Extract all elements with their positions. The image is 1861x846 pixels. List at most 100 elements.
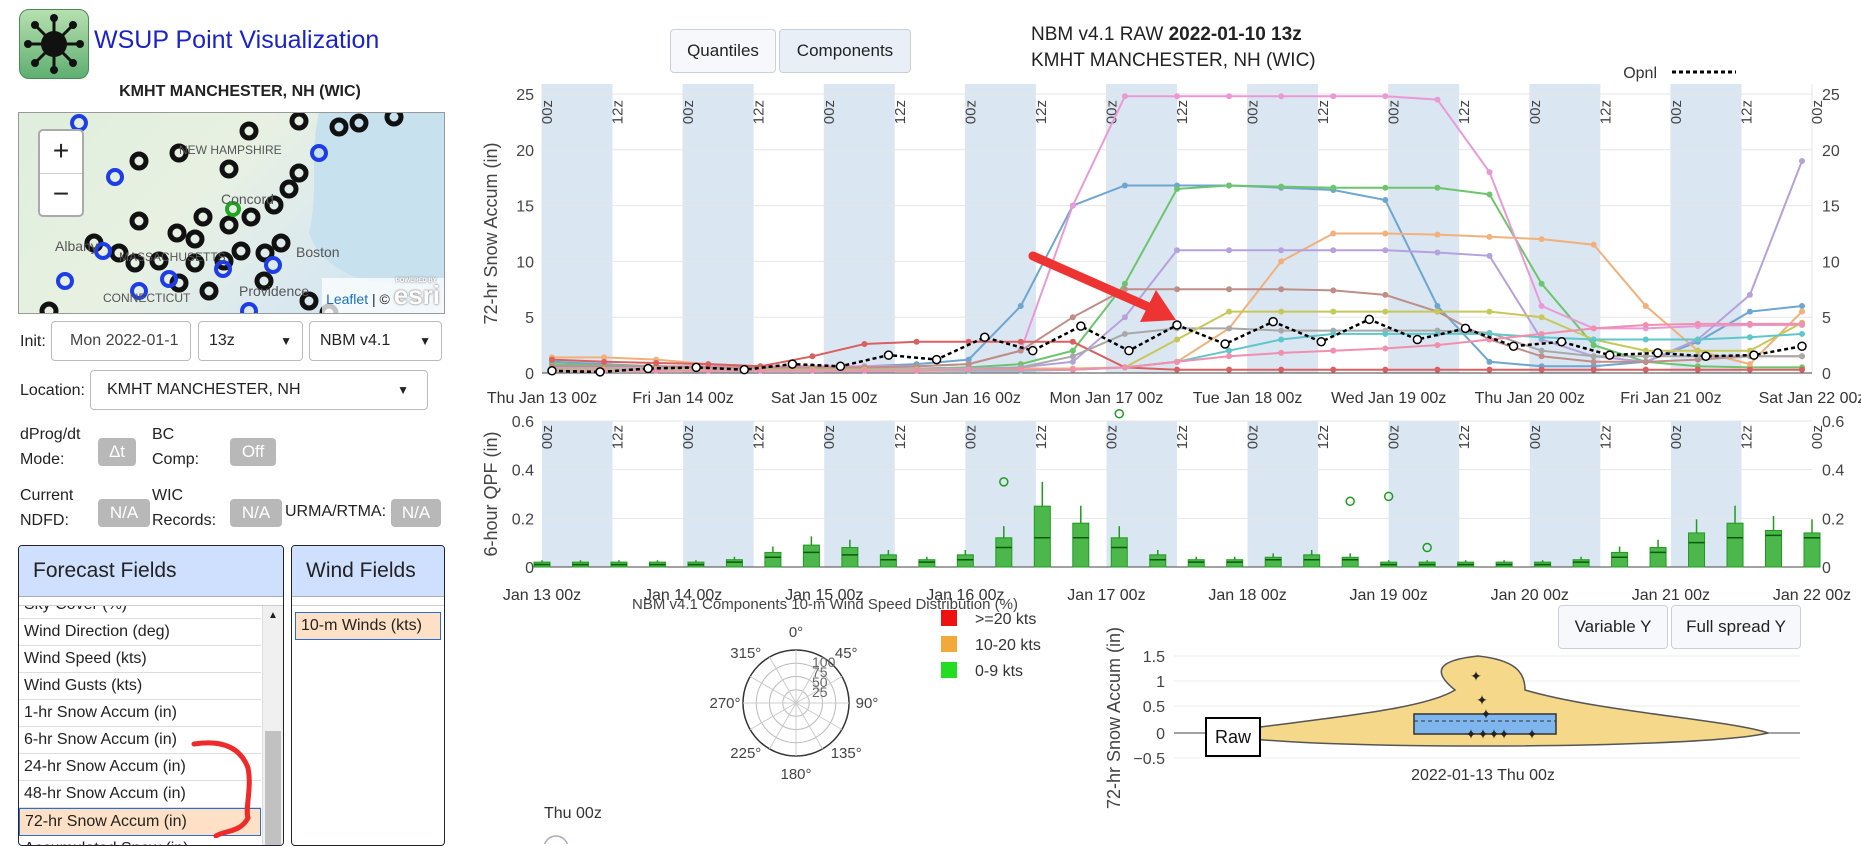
- band-label-12z: 12z: [1174, 425, 1191, 449]
- station-marker: [384, 113, 404, 127]
- box: [1110, 537, 1128, 568]
- forecast-field-item[interactable]: Wind Direction (deg): [19, 619, 261, 646]
- x-tick-label: Thu Jan 20 00z: [1475, 390, 1585, 407]
- forecast-field-item[interactable]: 1-hr Snow Accum (in): [19, 700, 261, 727]
- forecast-field-item[interactable]: 48-hr Snow Accum (in): [19, 781, 261, 808]
- list-scrollbar[interactable]: ▲: [262, 606, 283, 845]
- series-point: [1746, 320, 1753, 327]
- leaflet-link[interactable]: Leaflet: [326, 291, 369, 307]
- band-label-00z: 00z: [962, 100, 979, 124]
- forecast-fields-list[interactable]: Sky Cover (%)Wind Direction (deg)Wind Sp…: [19, 605, 283, 845]
- series-point: [1538, 353, 1545, 360]
- band-label-00z: 00z: [1668, 100, 1685, 124]
- station-marker: [271, 233, 291, 253]
- x-tick-label: Thu Jan 13 00z: [487, 390, 597, 407]
- band-label-12z: 12z: [1456, 100, 1473, 124]
- series-point: [809, 367, 816, 374]
- forecast-field-item[interactable]: Sky Cover (%): [19, 606, 261, 619]
- opnl-point: [547, 366, 557, 376]
- urma-toggle[interactable]: N/A: [391, 499, 441, 527]
- variable-y-button[interactable]: Variable Y: [1558, 605, 1668, 649]
- location-select[interactable]: KMHT MANCHESTER, NH ▼: [90, 370, 428, 410]
- ndfd-toggle[interactable]: N/A: [98, 499, 150, 527]
- series-point: [1174, 336, 1180, 343]
- forecast-field-item[interactable]: 6-hr Snow Accum (in): [19, 727, 261, 754]
- series-point: [1017, 347, 1024, 354]
- station-marker: [310, 144, 328, 162]
- y-tick-label-right: 0.2: [1822, 511, 1844, 528]
- plot-subtitle: KMHT MANCHESTER, NH (WIC): [1031, 50, 1316, 71]
- y-axis-label: 72-hr Snow Accum (in): [481, 142, 501, 324]
- station-marker: [56, 272, 74, 290]
- raw-label-box: [1205, 717, 1261, 757]
- zoom-in-button[interactable]: +: [52, 135, 70, 166]
- series-point: [1330, 308, 1337, 315]
- x-tick-label: Sun Jan 16 00z: [910, 390, 1021, 407]
- wic-toggle[interactable]: N/A: [230, 499, 282, 527]
- series-point: [601, 358, 608, 365]
- time-slider-handle[interactable]: [543, 835, 569, 844]
- band-label-00z: 00z: [1668, 425, 1685, 449]
- series-point: [1382, 330, 1389, 337]
- station-marker: [129, 211, 149, 231]
- chevron-down-icon: ▼: [419, 334, 431, 348]
- box: [1187, 559, 1205, 568]
- series-point: [1382, 291, 1389, 298]
- x-tick-label: 2022-01-13 Thu 00z: [1411, 767, 1555, 784]
- opnl-point: [1653, 348, 1663, 358]
- y-tick-label-right: 0: [1822, 560, 1831, 577]
- series-point: [1121, 280, 1128, 287]
- x-tick-label: Jan 13 00z: [503, 587, 581, 604]
- series-point: [965, 361, 972, 368]
- red-arrow-head: [1140, 290, 1176, 322]
- station-marker: [231, 241, 251, 261]
- band-label-12z: 12z: [1033, 425, 1050, 449]
- polar-angle-label: 315°: [730, 645, 761, 662]
- dprog-toggle[interactable]: Δt: [98, 438, 136, 466]
- day-band: [1388, 421, 1460, 567]
- series-point: [1330, 230, 1337, 237]
- station-marker: [125, 253, 145, 273]
- station-marker: [219, 215, 239, 235]
- station-marker: [214, 251, 234, 271]
- forecast-field-item[interactable]: 72-hr Snow Accum (in): [19, 808, 261, 836]
- scrollbar-thumb[interactable]: [265, 731, 281, 845]
- full-spread-y-button[interactable]: Full spread Y: [1671, 605, 1801, 649]
- series-point: [913, 367, 920, 374]
- violin-point: ✦: [1477, 726, 1489, 742]
- station-marker: [289, 113, 309, 131]
- forecast-field-item[interactable]: 24-hr Snow Accum (in): [19, 754, 261, 781]
- chevron-down-icon: ▼: [280, 334, 292, 348]
- opnl-point: [1701, 351, 1711, 362]
- scroll-up-icon[interactable]: ▲: [268, 610, 278, 621]
- init-hour-select[interactable]: 13z ▼: [198, 321, 303, 361]
- zoom-out-button[interactable]: −: [40, 173, 82, 216]
- forecast-field-item[interactable]: Wind Speed (kts): [19, 646, 261, 673]
- forecast-field-item[interactable]: Accumulated Snow (in): [19, 836, 261, 845]
- opnl-point: [1268, 316, 1278, 327]
- wind-field-item[interactable]: 10-m Winds (kts): [295, 612, 441, 640]
- series-point: [1121, 314, 1128, 321]
- band-label-00z: 00z: [1386, 425, 1403, 449]
- series-point: [1382, 308, 1389, 315]
- quantiles-button[interactable]: Quantiles: [670, 29, 776, 73]
- series-point: [1486, 330, 1493, 337]
- station-map[interactable]: NEW HAMPSHIRE Concord Albany MASSACHUSET…: [18, 112, 445, 314]
- series-point: [1382, 184, 1389, 191]
- y-tick-label: 15: [516, 199, 534, 216]
- band-label-00z: 00z: [962, 425, 979, 449]
- qpf-chart: 0 0 0.2 0.2 0.4 0.4 0.6 0.6 Jan 13 00z 00z 12z Jan …: [481, 408, 1851, 604]
- forecast-field-item[interactable]: Wind Gusts (kts): [19, 673, 261, 700]
- box: [1264, 556, 1282, 568]
- series-point: [549, 356, 555, 363]
- series-point: [1278, 349, 1285, 356]
- model-select[interactable]: NBM v4.1 ▼: [309, 321, 442, 361]
- day-band: [542, 84, 613, 373]
- polar-spoke: [795, 676, 843, 704]
- series-point: [1642, 322, 1649, 329]
- bc-comp-toggle[interactable]: Off: [230, 438, 276, 466]
- init-date-input[interactable]: Mon 2022-01-1: [51, 321, 191, 361]
- band-label-12z: 12z: [1597, 425, 1614, 449]
- components-button[interactable]: Components: [779, 29, 911, 73]
